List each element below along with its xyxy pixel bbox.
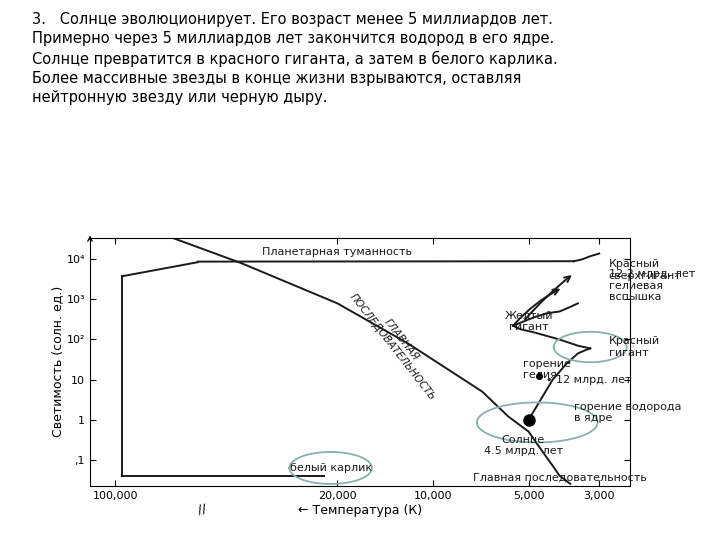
Text: 12.2 млрд. лет
гелиевая
вспышка: 12.2 млрд. лет гелиевая вспышка <box>608 269 695 302</box>
Text: Красный
гигант: Красный гигант <box>608 336 660 358</box>
Text: • 12 млрд. лет: • 12 млрд. лет <box>546 375 632 384</box>
Text: Планетарная туманность: Планетарная туманность <box>262 247 413 257</box>
Text: горение
гелия: горение гелия <box>523 359 571 380</box>
Text: ГЛАВНАЯ
ПОСЛЕДОВАТЕЛЬНОСТЬ: ГЛАВНАЯ ПОСЛЕДОВАТЕЛЬНОСТЬ <box>348 285 446 402</box>
Text: Красный
сверхгигант: Красный сверхгигант <box>608 259 681 281</box>
Text: Желтый
гигант: Желтый гигант <box>505 311 553 333</box>
Text: 3.   Солнце эволюционирует. Его возраст менее 5 миллиардов лет.
Примерно через 5: 3. Солнце эволюционирует. Его возраст ме… <box>32 12 558 105</box>
Text: белый карлик: белый карлик <box>289 463 372 473</box>
Text: горение водорода
в ядре: горение водорода в ядре <box>574 402 682 423</box>
Text: //: // <box>197 502 208 517</box>
X-axis label: ← Температура (К): ← Температура (К) <box>298 504 422 517</box>
Text: Главная последовательность: Главная последовательность <box>473 473 647 483</box>
Y-axis label: Светимость (солн. ед.): Светимость (солн. ед.) <box>50 286 64 437</box>
Text: Солнце
4.5 млрд. лет: Солнце 4.5 млрд. лет <box>484 435 563 456</box>
